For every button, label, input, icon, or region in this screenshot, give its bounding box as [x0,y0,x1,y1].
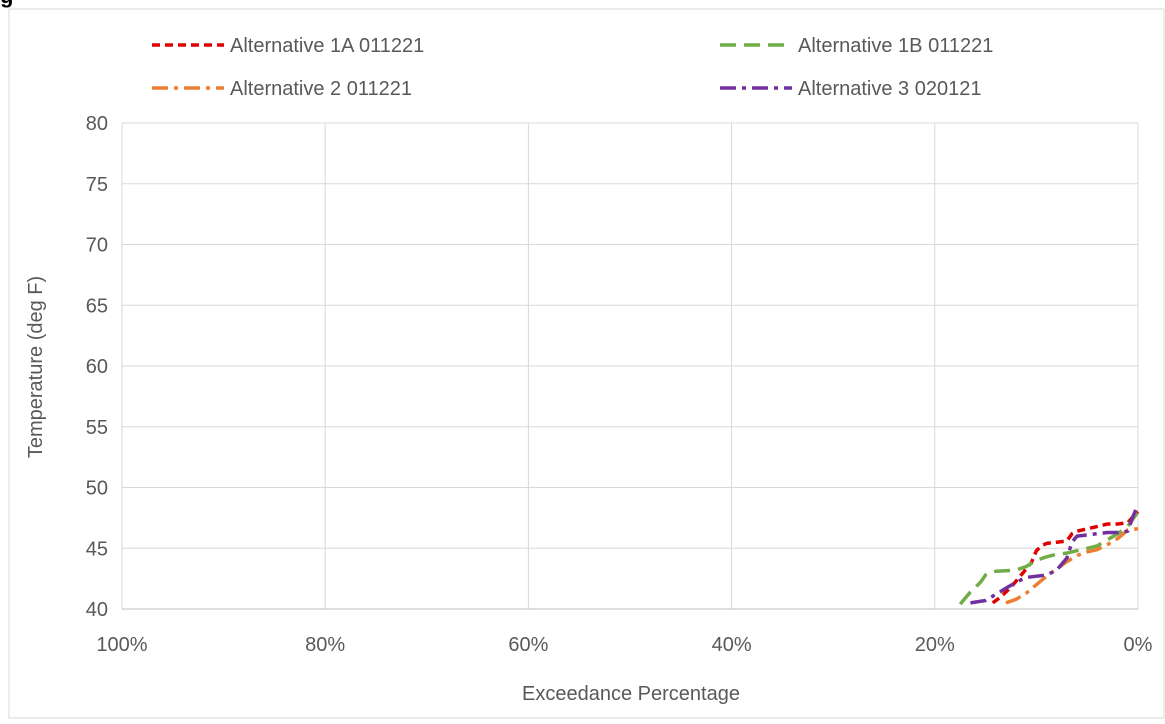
series-lines [958,503,1140,606]
x-tick-label: 0% [1124,634,1153,656]
y-tick-label: 70 [86,235,108,257]
y-tick-label: 75 [86,174,108,196]
figure-title-fragment: g [0,0,13,8]
x-tick-label: 100% [96,634,147,656]
x-tick-label: 60% [508,634,548,656]
series-line-2 [958,510,1140,606]
x-tick-label: 40% [712,634,752,656]
x-tick-label: 20% [915,634,955,656]
axes: 40 45 50 55 60 65 70 75 80 100% 80% 60% 40% 20% 0% [86,113,1153,656]
legend-label-1: Alternative 1A 011221 [230,35,424,57]
legend-label-3: Alternative 2 011221 [230,78,412,100]
legend-label-4: Alternative 3 020121 [798,78,981,100]
series-line-3 [1005,527,1139,605]
y-tick-label: 80 [86,113,108,135]
y-tick-label: 50 [86,478,108,500]
chart-area-border [8,8,1165,719]
x-axis-title: Exceedance Percentage [522,683,740,705]
series-line-4 [970,503,1140,605]
y-tick-label: 60 [86,356,108,378]
y-axis-title: Temperature (deg F) [25,276,47,458]
y-tick-label: 45 [86,538,108,560]
legend-label-2: Alternative 1B 011221 [798,35,993,57]
y-tick-label: 65 [86,295,108,317]
series-line-1 [991,510,1140,605]
y-tick-label: 55 [86,417,108,439]
y-tick-label: 40 [86,599,108,621]
legend: Alternative 1A 011221 Alternative 1B 0112… [152,35,993,100]
x-tick-label: 80% [305,634,345,656]
